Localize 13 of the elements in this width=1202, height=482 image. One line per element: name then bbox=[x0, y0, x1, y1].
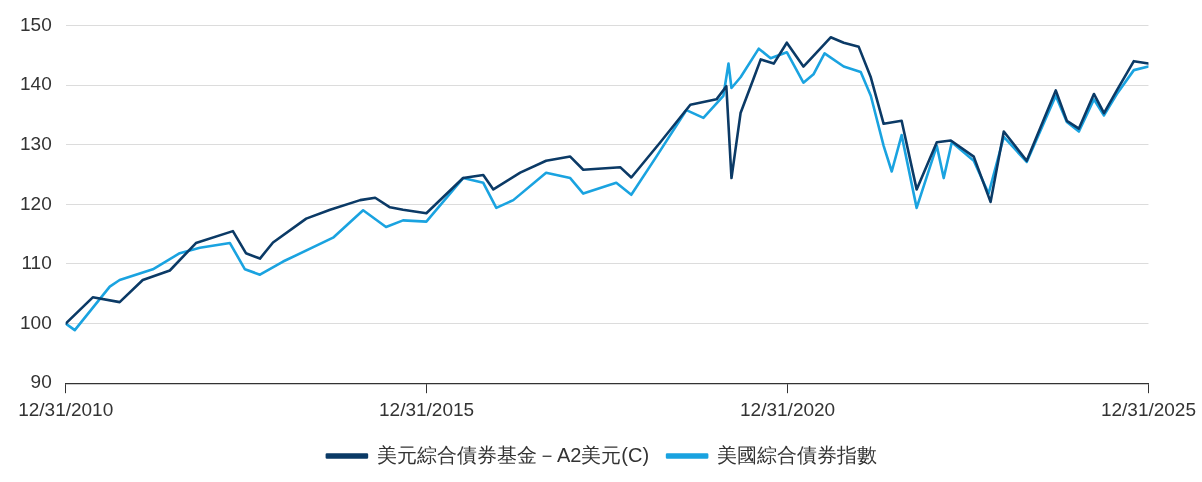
y-tick-label: 140 bbox=[20, 73, 52, 95]
y-tick-label: 110 bbox=[21, 252, 52, 274]
y-tick-label: 100 bbox=[20, 311, 52, 333]
y-tick-label: 90 bbox=[30, 371, 52, 393]
y-tick-label: 120 bbox=[20, 192, 52, 214]
y-tick-label: 150 bbox=[20, 13, 52, 35]
x-tick-label: 12/31/2025 bbox=[1100, 398, 1196, 420]
x-tick-label: 12/31/2010 bbox=[18, 398, 114, 420]
x-tick-label: 12/31/2015 bbox=[379, 398, 475, 420]
y-tick-label: 130 bbox=[20, 132, 52, 154]
x-tick-label: 12/31/2020 bbox=[740, 398, 836, 420]
legend-label: 美國綜合債券指數 bbox=[717, 443, 878, 466]
legend-label: 美元綜合債券基金－A2美元(C) bbox=[376, 443, 650, 466]
